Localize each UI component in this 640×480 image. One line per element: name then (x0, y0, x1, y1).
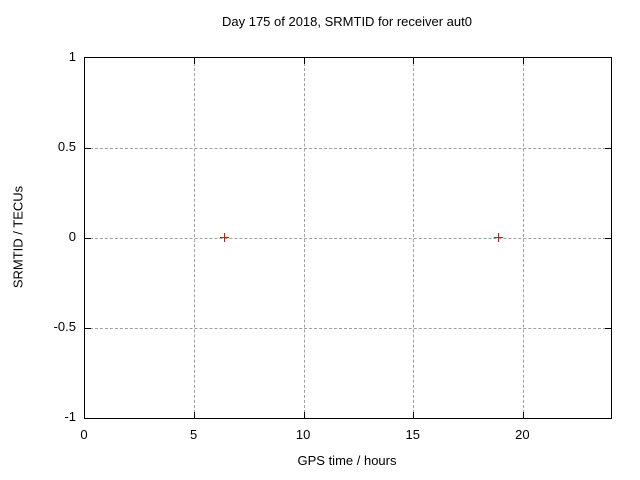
y-gridline (85, 237, 611, 239)
y-tick-right (605, 237, 611, 239)
x-tick-bottom (413, 412, 415, 418)
y-tick-label: 1 (68, 49, 76, 64)
x-tick-top (413, 58, 415, 64)
x-tick-top (194, 58, 196, 64)
x-tick-top (303, 58, 305, 64)
y-tick-left (85, 147, 91, 149)
x-tick-top (522, 58, 524, 64)
y-gridline (85, 147, 611, 149)
y-tick-label: -1 (64, 409, 76, 424)
marker-bar-v (224, 233, 226, 242)
x-tick-bottom (522, 412, 524, 418)
chart-title: Day 175 of 2018, SRMTID for receiver aut… (221, 14, 472, 29)
y-tick-right (605, 147, 611, 149)
y-tick-label: -0.5 (53, 319, 76, 334)
x-tick-label: 10 (295, 427, 311, 442)
data-point-marker (220, 233, 230, 242)
x-tick-bottom (194, 412, 196, 418)
data-point-marker (494, 233, 504, 242)
plot-area (84, 57, 612, 419)
x-tick-label: 0 (80, 427, 88, 442)
x-tick-label: 15 (405, 427, 420, 442)
y-tick-left (85, 327, 91, 329)
x-tick-bottom (303, 412, 305, 418)
y-tick-label: 0 (68, 229, 76, 244)
x-tick-label: 5 (189, 427, 198, 442)
y-tick-label: 0.5 (57, 139, 76, 154)
x-axis-label: GPS time / hours (297, 453, 397, 468)
marker-bar-v (498, 233, 500, 242)
y-gridline (85, 327, 611, 329)
x-tick-label: 20 (515, 427, 530, 442)
y-tick-left (85, 237, 91, 239)
y-tick-right (605, 327, 611, 329)
